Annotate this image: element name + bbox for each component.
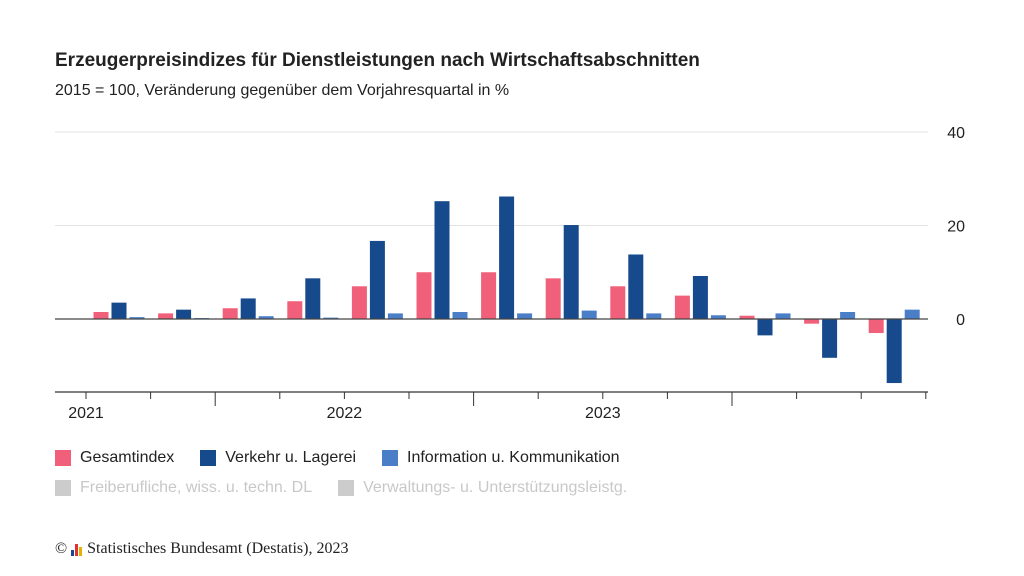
bar-verkehr-5 bbox=[369, 240, 385, 319]
legend-item-verwaltung[interactable]: Verwaltungs- u. Unterstützungsleistg. bbox=[338, 479, 627, 497]
legend-item-verkehr[interactable]: Verkehr u. Lagerei bbox=[200, 449, 356, 467]
bar-gesamtindex-2 bbox=[158, 313, 174, 319]
bar-gesamtindex-9 bbox=[610, 286, 626, 319]
bar-verkehr-10 bbox=[692, 275, 708, 319]
bar-information-7 bbox=[517, 313, 533, 319]
bar-verkehr-8 bbox=[563, 225, 579, 319]
bar-information-6 bbox=[452, 311, 468, 319]
bar-gesamtindex-12 bbox=[804, 319, 820, 324]
legend-item-gesamtindex[interactable]: Gesamtindex bbox=[55, 449, 174, 467]
bar-gesamtindex-5 bbox=[351, 286, 367, 319]
legend-item-freiberufliche[interactable]: Freiberufliche, wiss. u. techn. DL bbox=[55, 479, 312, 497]
bar-gesamtindex-13 bbox=[868, 319, 884, 334]
legend-swatch-verwaltung bbox=[338, 480, 355, 496]
y-tick-label-20: 20 bbox=[947, 219, 965, 236]
bar-gesamtindex-3 bbox=[222, 308, 238, 319]
bar-gesamtindex-11 bbox=[739, 315, 755, 319]
bar-verkehr-2 bbox=[176, 309, 192, 319]
bar-gesamtindex-4 bbox=[287, 301, 303, 319]
bar-verkehr-12 bbox=[822, 319, 838, 358]
bar-verkehr-1 bbox=[111, 302, 127, 319]
footer-credit: © Statistisches Bundesamt (Destatis), 20… bbox=[55, 540, 348, 558]
legend-label-verkehr: Verkehr u. Lagerei bbox=[225, 449, 357, 466]
bar-gesamtindex-8 bbox=[545, 278, 561, 319]
bar-gesamtindex-7 bbox=[481, 272, 497, 319]
legend-label-freiberufliche: Freiberufliche, wiss. u. techn. DL bbox=[80, 479, 313, 496]
chart-title: Erzeugerpreisindizes für Dienstleistunge… bbox=[55, 50, 700, 71]
x-year-label-2022: 2022 bbox=[327, 405, 363, 422]
legend-swatch-freiberufliche bbox=[55, 480, 71, 496]
legend-label-verwaltung: Verwaltungs- u. Unterstützungsleistg. bbox=[363, 479, 628, 496]
legend-label-information: Information u. Kommunikation bbox=[407, 449, 620, 466]
bar-chart: 40 20 0 2021 2022 2023 bbox=[55, 125, 965, 422]
bar-verkehr-4 bbox=[305, 278, 321, 319]
legend-item-information[interactable]: Information u. Kommunikation bbox=[382, 449, 620, 467]
legend-swatch-verkehr bbox=[200, 450, 217, 466]
bar-verkehr-11 bbox=[757, 319, 773, 336]
bar-gesamtindex-6 bbox=[416, 272, 432, 319]
bar-information-8 bbox=[581, 310, 597, 319]
bar-information-3 bbox=[258, 316, 274, 319]
bar-information-13 bbox=[904, 309, 920, 319]
bar-information-10 bbox=[710, 315, 726, 319]
bar-information-12 bbox=[840, 311, 856, 319]
y-tick-label-0: 0 bbox=[956, 312, 965, 329]
x-year-label-2023: 2023 bbox=[585, 405, 621, 422]
legend-row-active: Gesamtindex Verkehr u. Lagerei Informati… bbox=[55, 443, 653, 473]
bar-verkehr-7 bbox=[499, 196, 515, 319]
bar-verkehr-6 bbox=[434, 201, 450, 319]
bar-gesamtindex-1 bbox=[93, 311, 109, 319]
legend-label-gesamtindex: Gesamtindex bbox=[80, 449, 175, 466]
chart-subtitle: 2015 = 100, Veränderung gegenüber dem Vo… bbox=[55, 82, 510, 99]
source-text: Statistisches Bundesamt (Destatis), 2023 bbox=[87, 540, 349, 557]
bar-information-9 bbox=[646, 313, 662, 319]
x-year-label-2021: 2021 bbox=[68, 405, 104, 422]
bar-information-4 bbox=[323, 317, 339, 319]
bar-information-11 bbox=[775, 313, 791, 319]
bar-information-5 bbox=[387, 313, 403, 319]
legend-row-inactive: Freiberufliche, wiss. u. techn. DL Verwa… bbox=[55, 473, 653, 503]
bar-gesamtindex-10 bbox=[674, 295, 690, 319]
bar-verkehr-9 bbox=[628, 254, 644, 319]
bar-information-1 bbox=[129, 317, 145, 319]
legend: Gesamtindex Verkehr u. Lagerei Informati… bbox=[55, 443, 653, 503]
bar-verkehr-13 bbox=[886, 319, 902, 384]
legend-swatch-information bbox=[382, 450, 399, 466]
destatis-logo-icon bbox=[71, 542, 83, 556]
y-tick-label-40: 40 bbox=[947, 125, 965, 142]
copyright-symbol: © bbox=[55, 540, 68, 557]
bar-verkehr-3 bbox=[240, 298, 256, 319]
legend-swatch-gesamtindex bbox=[55, 450, 71, 466]
